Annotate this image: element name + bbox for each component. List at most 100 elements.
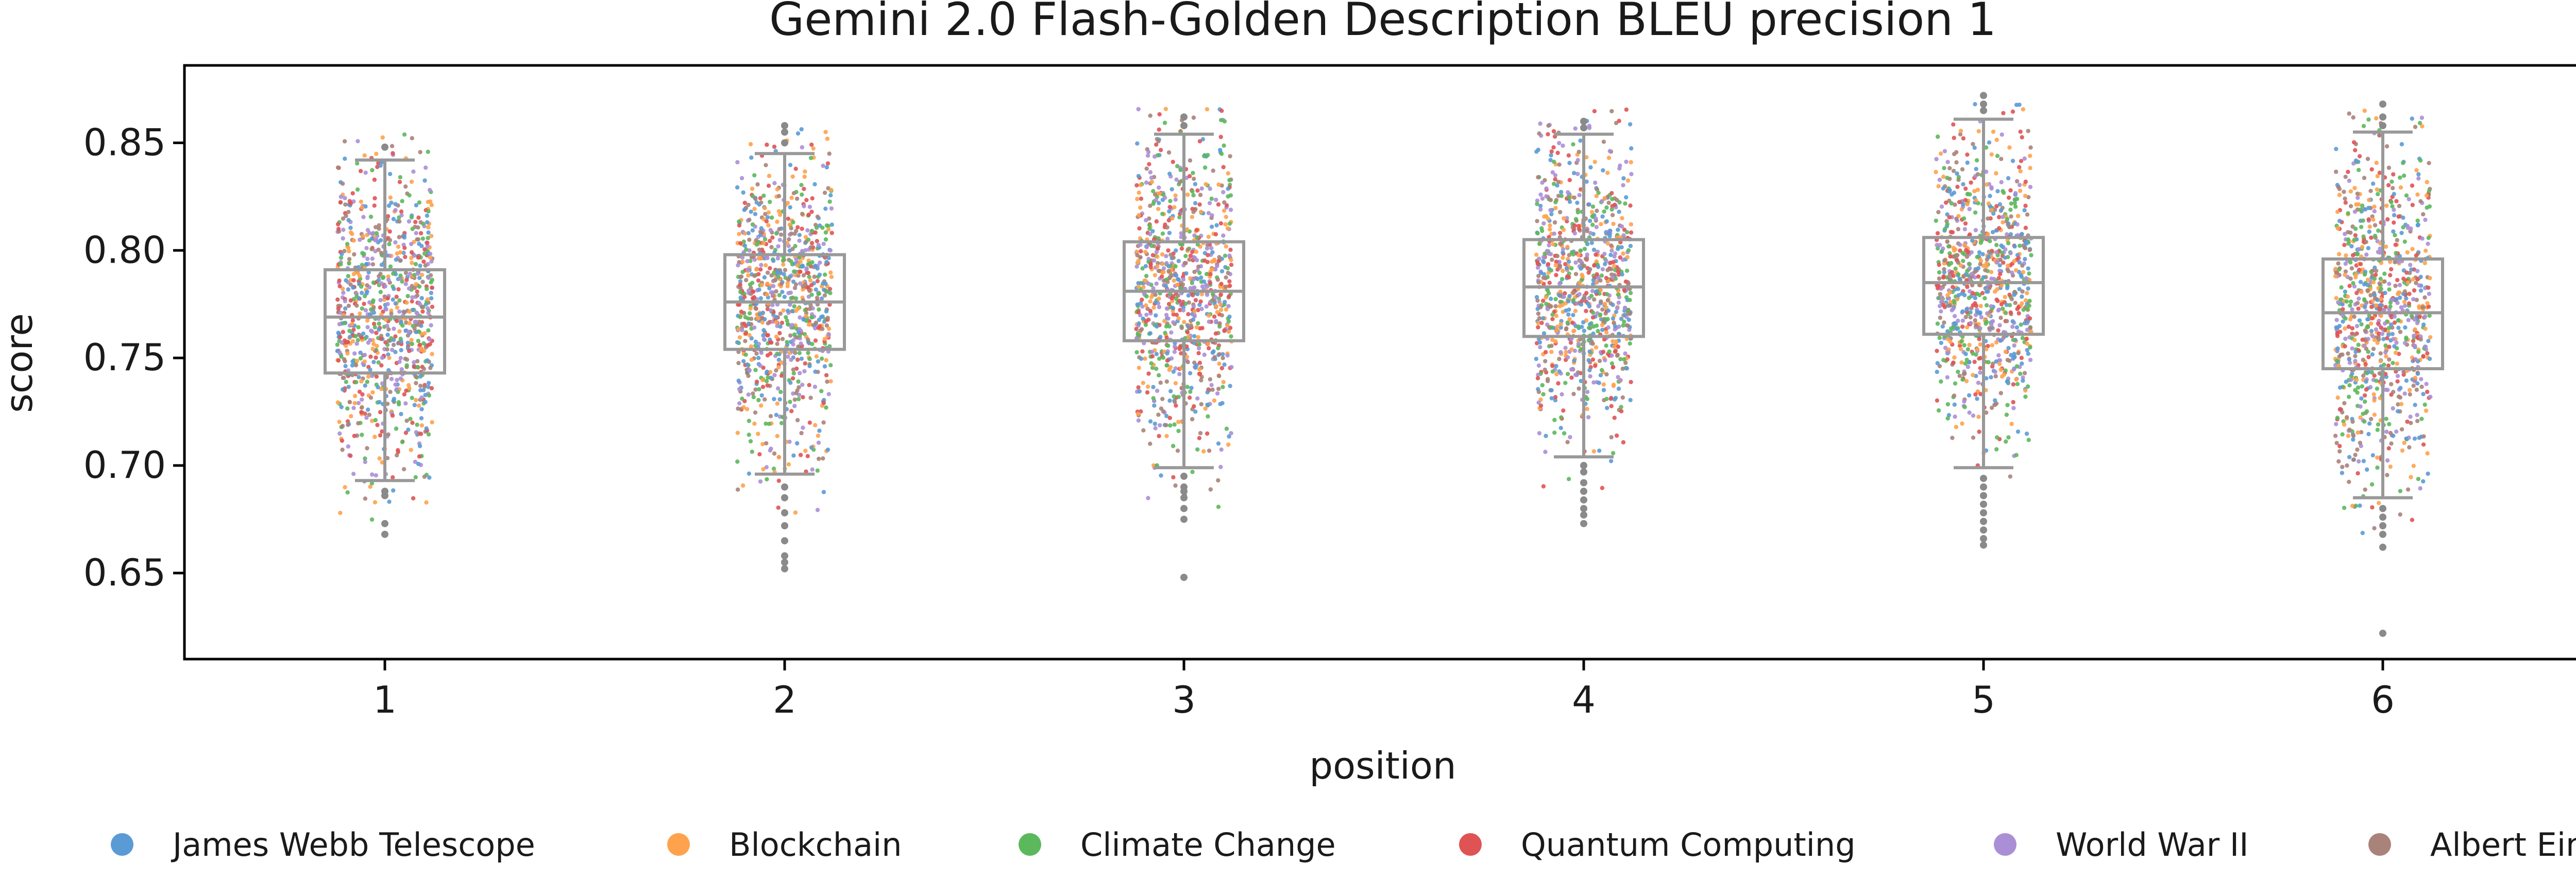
scatter-point	[2333, 434, 2338, 438]
scatter-point	[1197, 270, 1202, 275]
scatter-point	[750, 186, 755, 191]
scatter-point	[1549, 149, 1554, 154]
scatter-point	[1227, 434, 1231, 439]
scatter-point	[343, 299, 347, 303]
scatter-point	[1208, 186, 1212, 191]
scatter-point	[1988, 239, 1992, 244]
scatter-point	[393, 334, 398, 339]
scatter-point	[429, 234, 434, 238]
scatter-point	[1164, 306, 1170, 311]
scatter-point	[1607, 349, 1612, 354]
scatter-point	[396, 287, 401, 291]
scatter-point	[2366, 355, 2371, 359]
scatter-point	[1934, 157, 1939, 162]
scatter-point	[1621, 183, 1625, 187]
scatter-point	[1544, 186, 1549, 191]
scatter-point	[1164, 324, 1169, 329]
scatter-point	[2004, 310, 2008, 316]
scatter-point	[1976, 266, 1981, 270]
scatter-point	[343, 196, 347, 200]
scatter-point	[826, 333, 832, 337]
scatter-point	[1558, 189, 1564, 195]
scatter-point	[1999, 132, 2004, 137]
scatter-point	[354, 294, 359, 299]
scatter-point	[816, 434, 821, 438]
scatter-point	[1141, 381, 1145, 385]
scatter-point	[1598, 278, 1603, 283]
scatter-point	[781, 258, 786, 263]
scatter-point	[2011, 356, 2015, 361]
scatter-point	[1609, 191, 1614, 196]
scatter-point	[370, 347, 375, 351]
scatter-point	[351, 406, 356, 410]
scatter-point	[1167, 368, 1172, 372]
scatter-point	[780, 337, 785, 341]
scatter-point	[336, 227, 341, 231]
scatter-point	[2011, 382, 2016, 387]
scatter-point	[788, 205, 792, 210]
scatter-point	[821, 420, 826, 425]
scatter-point	[759, 226, 764, 231]
scatter-point	[1955, 253, 1960, 257]
scatter-point	[411, 169, 416, 174]
scatter-point	[786, 216, 791, 221]
scatter-point	[2013, 301, 2018, 305]
scatter-point	[1934, 169, 1938, 175]
scatter-point	[2008, 474, 2012, 479]
scatter-point	[1216, 202, 1221, 207]
scatter-point	[1592, 160, 1597, 164]
scatter-point	[1172, 350, 1177, 354]
scatter-point	[1172, 344, 1177, 349]
scatter-point	[1153, 300, 1158, 305]
scatter-point	[1166, 302, 1172, 306]
scatter-point	[803, 282, 808, 287]
scatter-point	[346, 385, 351, 389]
scatter-point	[1204, 182, 1208, 186]
scatter-point	[367, 300, 372, 305]
scatter-point	[2022, 156, 2027, 161]
scatter-point	[2334, 147, 2338, 151]
scatter-point	[816, 440, 821, 445]
scatter-point	[1975, 347, 1980, 352]
scatter-point	[2024, 276, 2028, 281]
scatter-point	[1994, 243, 1999, 247]
scatter-point	[2028, 153, 2032, 158]
scatter-point	[809, 142, 814, 147]
scatter-point	[828, 379, 833, 384]
scatter-point	[791, 453, 796, 458]
scatter-point	[2017, 183, 2022, 187]
scatter-point	[825, 447, 831, 452]
scatter-point	[753, 410, 758, 415]
scatter-point	[1228, 283, 1232, 288]
scatter-point	[753, 306, 758, 310]
scatter-point	[1173, 193, 1178, 198]
scatter-point	[789, 296, 793, 301]
scatter-point	[1209, 246, 1214, 251]
scatter-point	[1217, 255, 1222, 260]
scatter-point	[1172, 422, 1177, 427]
scatter-point	[2022, 371, 2027, 375]
scatter-point	[782, 272, 786, 277]
scatter-point	[1999, 180, 2004, 184]
scatter-point	[1554, 314, 1559, 318]
scatter-point	[410, 420, 415, 425]
scatter-point	[2017, 165, 2022, 169]
scatter-point	[352, 351, 357, 356]
scatter-point	[1150, 229, 1155, 234]
scatter-point	[1225, 353, 1230, 358]
scatter-point	[1199, 378, 1204, 383]
scatter-point	[1935, 349, 1939, 353]
scatter-point	[1207, 313, 1211, 318]
scatter-point	[1616, 247, 1620, 251]
scatter-point	[410, 227, 415, 231]
scatter-point	[422, 474, 427, 479]
scatter-point	[429, 202, 434, 208]
scatter-point	[2339, 285, 2344, 290]
scatter-point	[1538, 403, 1544, 408]
scatter-point	[1221, 379, 1226, 385]
scatter-point	[358, 356, 363, 361]
scatter-point	[356, 325, 361, 330]
scatter-point	[340, 438, 345, 443]
scatter-point	[807, 364, 812, 369]
scatter-point	[821, 163, 825, 168]
